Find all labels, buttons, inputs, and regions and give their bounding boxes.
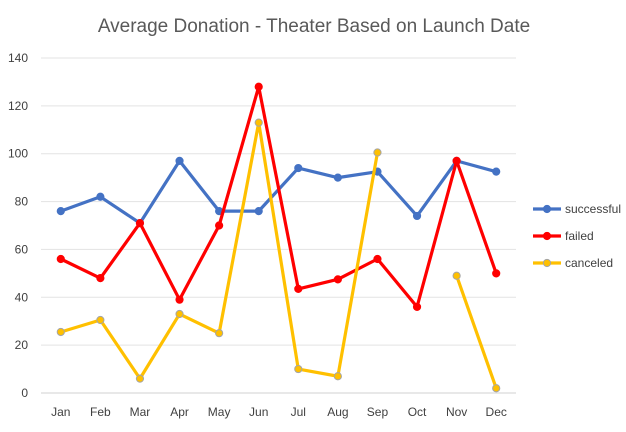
x-tick-label: Dec	[486, 405, 507, 419]
x-tick-label: Nov	[446, 405, 467, 419]
canceled-point	[175, 309, 184, 319]
failed-point	[135, 219, 145, 228]
canceled-point	[452, 271, 461, 280]
x-tick-label: Jul	[291, 405, 306, 419]
canceled-point	[254, 118, 263, 127]
x-tick-label: Oct	[408, 405, 427, 419]
x-tick-label: Aug	[327, 405, 348, 419]
successful-point	[56, 207, 65, 216]
y-tick-label: 20	[15, 338, 29, 352]
canceled-point	[215, 329, 224, 338]
legend-entry-successful: successful	[533, 202, 621, 216]
x-tick-label: Sep	[367, 405, 389, 419]
y-tick-label: 80	[15, 195, 29, 209]
x-tick-label: Apr	[170, 405, 189, 419]
canceled-point	[135, 374, 145, 383]
x-tick-label: Jan	[51, 405, 70, 419]
x-tick-label: Mar	[130, 405, 151, 419]
x-tick-label: Feb	[90, 405, 111, 419]
failed-point	[215, 221, 224, 230]
gridlines	[41, 57, 516, 394]
failed-point	[254, 82, 263, 91]
failed-point	[412, 302, 422, 311]
canceled-line	[59, 121, 380, 381]
canceled-point	[294, 364, 303, 374]
successful-point	[333, 173, 342, 182]
legend-label: successful	[565, 202, 621, 216]
y-tick-label: 140	[8, 51, 28, 65]
legend-entry-failed: failed	[533, 229, 594, 243]
legend-entry-canceled: canceled	[533, 256, 613, 270]
y-tick-label: 60	[15, 242, 29, 256]
failed-point	[175, 295, 184, 304]
canceled-point	[96, 315, 105, 325]
x-axis: Jan Feb Mar Apr May Jun Jul Aug Sep Oct Nov Dec	[51, 405, 507, 419]
y-tick-label: 100	[8, 147, 28, 161]
y-tick-label: 120	[8, 99, 28, 113]
failed-point	[492, 269, 501, 278]
series-failed	[56, 82, 501, 311]
canceled-line	[455, 274, 498, 390]
legend-label: failed	[565, 229, 594, 243]
y-axis: 0 20 40 60 80 100 120 140	[8, 51, 28, 400]
successful-point	[294, 163, 303, 173]
legend-marker	[542, 231, 552, 241]
x-tick-label: May	[208, 405, 231, 419]
canceled-point	[492, 384, 501, 393]
y-tick-label: 0	[21, 386, 28, 400]
legend-marker	[542, 258, 552, 268]
chart-title: Average Donation - Theater Based on Laun…	[98, 16, 530, 37]
y-tick-label: 40	[15, 290, 29, 304]
failed-point	[56, 254, 65, 264]
canceled-point	[373, 148, 382, 157]
canceled-point	[333, 372, 342, 381]
successful-point	[492, 167, 501, 176]
successful-point	[96, 192, 105, 201]
successful-point	[254, 207, 263, 216]
canceled-point	[56, 327, 65, 337]
failed-point	[452, 156, 461, 165]
legend-marker	[542, 204, 552, 214]
successful-point	[175, 156, 184, 165]
failed-point	[96, 274, 105, 283]
successful-point	[412, 211, 422, 221]
legend: successful failed canceled	[533, 202, 621, 270]
failed-point	[373, 254, 382, 264]
series-canceled	[56, 118, 501, 393]
legend-label: canceled	[565, 256, 613, 270]
failed-point	[294, 284, 303, 294]
series-lines	[56, 82, 501, 393]
failed-line	[59, 85, 498, 309]
failed-point	[333, 275, 342, 284]
x-tick-label: Jun	[249, 405, 268, 419]
